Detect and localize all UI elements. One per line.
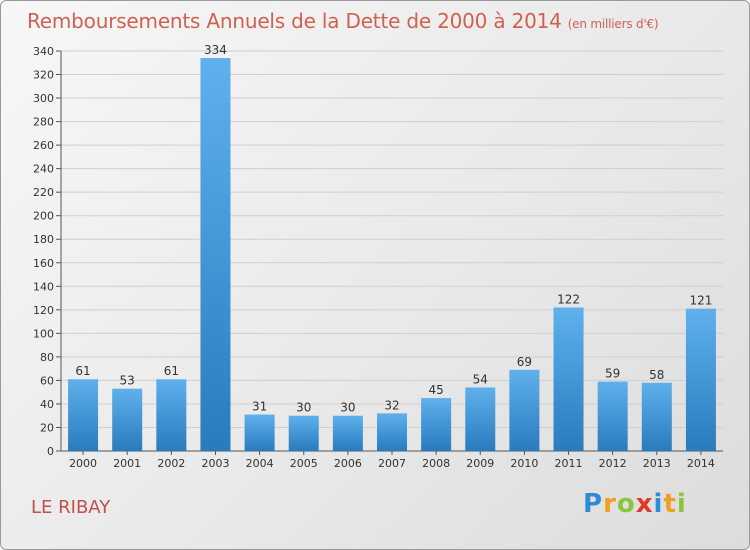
bar-value-label: 334 <box>204 43 227 57</box>
bar-value-label: 59 <box>605 367 620 381</box>
x-tick-label: 2002 <box>157 457 185 470</box>
bar-value-label: 69 <box>517 355 532 369</box>
y-tick-label: 240 <box>33 163 54 176</box>
logo-letter: x <box>635 489 654 519</box>
bar-value-label: 122 <box>557 292 580 306</box>
x-tick-label: 2010 <box>510 457 538 470</box>
bar-value-label: 30 <box>340 401 355 415</box>
y-tick-label: 200 <box>33 210 54 223</box>
bar <box>421 398 452 451</box>
bar-value-label: 45 <box>428 383 443 397</box>
bar <box>156 379 187 451</box>
bar-value-label: 32 <box>384 398 399 412</box>
x-tick-label: 2011 <box>555 457 583 470</box>
proxiti-logo: Proxiti <box>583 489 687 519</box>
x-tick-label: 2008 <box>422 457 450 470</box>
x-tick-label: 2006 <box>334 457 362 470</box>
x-tick-label: 2009 <box>466 457 494 470</box>
chart-title: Remboursements Annuels de la Dette de 20… <box>27 9 659 33</box>
x-tick-label: 2007 <box>378 457 406 470</box>
x-tick-label: 2012 <box>599 457 627 470</box>
y-tick-label: 120 <box>33 304 54 317</box>
y-tick-label: 320 <box>33 69 54 82</box>
bar-value-label: 31 <box>252 400 267 414</box>
bar-value-label: 54 <box>473 372 488 386</box>
y-tick-label: 140 <box>33 280 54 293</box>
commune-name: LE RIBAY <box>31 497 111 518</box>
bar <box>200 58 231 451</box>
bar-value-label: 53 <box>120 374 135 388</box>
bar <box>641 382 672 451</box>
x-tick-label: 2013 <box>643 457 671 470</box>
bar <box>553 307 584 451</box>
bar <box>68 379 99 451</box>
y-tick-label: 280 <box>33 116 54 129</box>
bar-value-label: 121 <box>689 294 712 308</box>
y-tick-label: 220 <box>33 186 54 199</box>
y-tick-label: 260 <box>33 139 54 152</box>
bar-value-label: 58 <box>649 368 664 382</box>
bar <box>685 308 716 451</box>
y-tick-label: 340 <box>33 45 54 58</box>
bar <box>376 413 408 451</box>
logo-letter: i <box>676 489 687 519</box>
y-tick-label: 60 <box>40 374 54 387</box>
y-tick-label: 100 <box>33 327 54 340</box>
bar <box>509 369 540 451</box>
y-tick-label: 160 <box>33 257 54 270</box>
x-tick-label: 2014 <box>687 457 715 470</box>
chart-unit: (en milliers d'€) <box>567 17 659 31</box>
y-tick-label: 20 <box>40 421 54 434</box>
bar-value-label: 30 <box>296 401 311 415</box>
x-tick-label: 2005 <box>290 457 318 470</box>
bar <box>112 388 143 451</box>
y-tick-label: 80 <box>40 351 54 364</box>
bar <box>465 387 496 451</box>
x-tick-label: 2004 <box>246 457 274 470</box>
bar <box>597 381 628 451</box>
y-tick-label: 300 <box>33 92 54 105</box>
y-tick-label: 0 <box>47 445 54 458</box>
x-tick-label: 2001 <box>113 457 141 470</box>
bar <box>332 415 363 451</box>
x-tick-label: 2003 <box>201 457 229 470</box>
y-tick-label: 180 <box>33 233 54 246</box>
logo-letter: t <box>663 489 677 519</box>
y-tick-label: 40 <box>40 398 54 411</box>
logo-letter: o <box>616 489 636 519</box>
logo-letter: P <box>583 489 604 519</box>
logo-letter: i <box>653 489 664 519</box>
logo-letter: r <box>603 489 617 519</box>
bar <box>288 415 319 451</box>
x-tick-label: 2000 <box>69 457 97 470</box>
bar <box>244 414 275 451</box>
bar-value-label: 61 <box>75 364 90 378</box>
bar-value-label: 61 <box>164 364 179 378</box>
